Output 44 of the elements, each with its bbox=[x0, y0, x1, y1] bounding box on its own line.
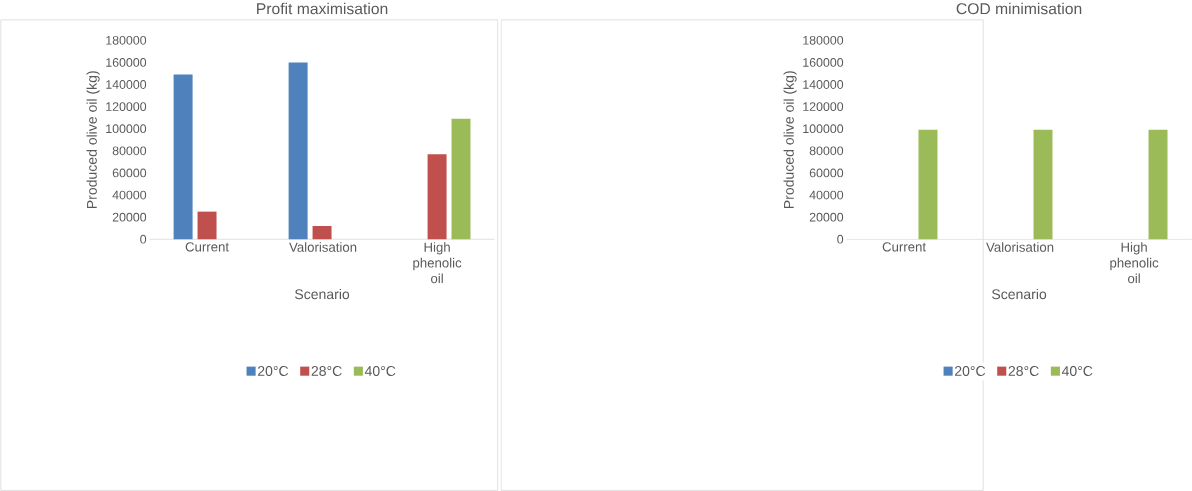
y-axis-title: Produced olive oil (kg) bbox=[86, 71, 100, 208]
legend-label: 28°C bbox=[1008, 365, 1039, 376]
bar bbox=[312, 225, 332, 240]
bar bbox=[451, 118, 471, 240]
y-tick-label: 60000 bbox=[809, 168, 844, 178]
y-tick-label: 160000 bbox=[803, 57, 844, 67]
y-tick-label: 40000 bbox=[809, 190, 844, 200]
x-tick-label: Current bbox=[185, 242, 229, 252]
y-tick-label: 160000 bbox=[106, 57, 147, 67]
bar bbox=[197, 211, 217, 240]
y-tick-label: 180000 bbox=[803, 35, 844, 45]
legend-label: 20°C bbox=[257, 365, 289, 376]
y-tick-label: 60000 bbox=[112, 168, 147, 178]
y-tick-label: 80000 bbox=[112, 146, 147, 156]
legend-label: 40°C bbox=[364, 365, 396, 376]
chart-title: Profit maximisation bbox=[257, 2, 388, 15]
y-tick-label: 120000 bbox=[106, 102, 147, 111]
x-axis-title: Scenario bbox=[295, 288, 350, 300]
legend-label: 20°C bbox=[955, 365, 986, 376]
legend-label: 28°C bbox=[311, 365, 342, 376]
bar bbox=[427, 154, 447, 240]
x-tick-label: High phenolic oil bbox=[1110, 242, 1159, 284]
y-tick-label: 0 bbox=[140, 234, 147, 244]
y-tick-label: 80000 bbox=[809, 146, 844, 156]
x-tick-label: High phenolic oil bbox=[413, 242, 462, 284]
y-axis-title: Produced olive oil (kg) bbox=[783, 71, 797, 208]
x-tick-label: Valorisation bbox=[986, 242, 1054, 252]
chart-title: COD minimisation bbox=[956, 2, 1082, 15]
x-tick-label: Current bbox=[882, 242, 926, 252]
legend-label: 40°C bbox=[1061, 365, 1093, 376]
x-tick-label: Valorisation bbox=[289, 242, 357, 252]
y-tick-label: 140000 bbox=[803, 80, 844, 89]
y-tick-label: 180000 bbox=[106, 35, 147, 45]
y-tick-label: 40000 bbox=[112, 190, 147, 200]
y-tick-label: 20000 bbox=[809, 212, 844, 222]
y-tick-label: 120000 bbox=[803, 102, 844, 111]
bar bbox=[173, 74, 193, 240]
x-axis-title: Scenario bbox=[992, 288, 1047, 300]
y-tick-label: 140000 bbox=[106, 80, 147, 89]
bar bbox=[288, 62, 308, 240]
y-tick-label: 0 bbox=[837, 234, 844, 244]
y-tick-label: 100000 bbox=[803, 124, 844, 133]
y-tick-label: 100000 bbox=[106, 124, 147, 133]
y-tick-label: 20000 bbox=[112, 212, 147, 222]
